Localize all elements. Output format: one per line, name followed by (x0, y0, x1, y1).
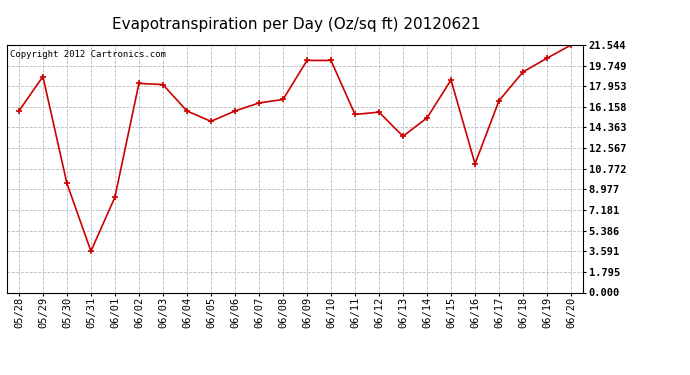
Text: Copyright 2012 Cartronics.com: Copyright 2012 Cartronics.com (10, 50, 166, 59)
Text: Evapotranspiration per Day (Oz/sq ft) 20120621: Evapotranspiration per Day (Oz/sq ft) 20… (112, 17, 481, 32)
